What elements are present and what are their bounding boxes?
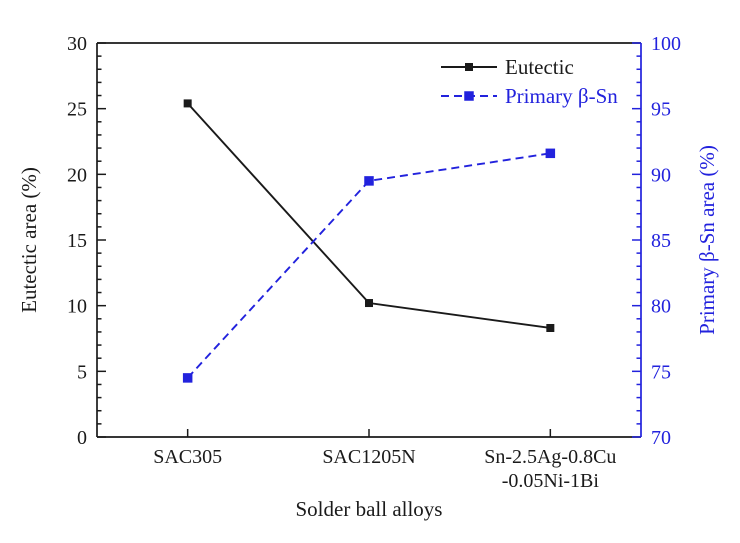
x-axis-tick-label: SAC1205N xyxy=(322,446,415,468)
legend-label: Eutectic xyxy=(505,55,574,79)
x-axis: SAC305 SAC1205N Sn-2.5Ag-0.8Cu -0.05Ni-1Bi xyxy=(153,429,616,492)
legend-entry: Eutectic xyxy=(441,55,574,79)
right-axis-tick-label: 90 xyxy=(651,164,671,186)
right-axis-tick-label: 80 xyxy=(651,296,671,318)
data-point-marker xyxy=(364,176,374,186)
data-point-marker xyxy=(183,99,192,108)
data-point-marker xyxy=(182,373,193,383)
legend-entry: Primary β-Sn xyxy=(441,84,618,108)
right-axis-tick-label: 85 xyxy=(651,230,671,252)
left-axis: 0 5 10 15 20 25 30 xyxy=(67,33,106,449)
left-axis-tick-label: 25 xyxy=(67,99,87,121)
left-axis-tick-label: 10 xyxy=(67,296,87,318)
legend-label: Primary β-Sn xyxy=(505,84,618,108)
x-axis-tick-label: SAC305 xyxy=(153,446,222,468)
right-axis-tick-label: 95 xyxy=(651,99,671,121)
left-axis-tick-label: 5 xyxy=(77,361,87,383)
data-point-marker xyxy=(546,323,555,332)
right-axis-tick-label: 70 xyxy=(651,427,671,449)
legend-sample-marker xyxy=(464,91,474,101)
data-point-marker xyxy=(365,299,373,308)
right-axis: 70 75 80 85 90 95 100 xyxy=(632,33,681,449)
series-line xyxy=(186,102,551,329)
y-axis-title-left: Eutectic area (%) xyxy=(17,167,41,313)
left-axis-tick-label: 0 xyxy=(77,427,87,449)
series-line xyxy=(186,152,551,379)
legend: Eutectic Primary β-Sn xyxy=(441,55,618,108)
x-axis-tick-label: Sn-2.5Ag-0.8Cu -0.05Ni-1Bi xyxy=(484,446,616,492)
x-axis-title: Solder ball alloys xyxy=(296,497,443,521)
left-axis-tick-label: 30 xyxy=(67,33,87,55)
data-point-marker xyxy=(545,148,556,159)
left-axis-tick-label: 20 xyxy=(67,164,87,186)
y-axis-title-right: Primary β-Sn area (%) xyxy=(695,145,719,335)
right-axis-tick-label: 75 xyxy=(651,361,671,383)
left-axis-tick-label: 15 xyxy=(67,230,87,252)
series-primary-beta-sn xyxy=(182,148,556,383)
legend-sample-marker xyxy=(465,63,473,71)
right-axis-tick-label: 100 xyxy=(651,33,681,55)
series-eutectic xyxy=(183,99,555,332)
